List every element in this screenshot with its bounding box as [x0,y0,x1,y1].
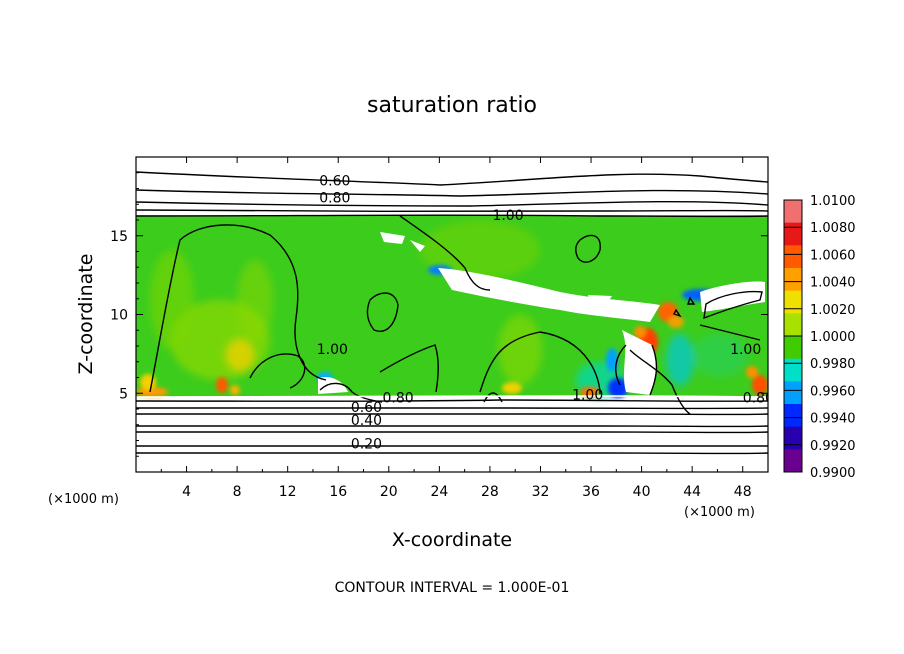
contour-interval-note: CONTOUR INTERVAL = 1.000E-01 [335,580,570,596]
x-axis-unit: (×1000 m) [684,505,755,520]
x-tick-label: 20 [380,484,398,500]
colorbar-swatch [784,336,802,360]
dry-intrusion [438,268,660,322]
colorbar-swatch [784,404,802,428]
contour-label: 0.20 [351,436,382,452]
colorbar-swatch [784,358,802,382]
contour-label: 1.00 [492,208,523,224]
x-tick-label: 16 [329,484,347,500]
colorbar-label: 1.0040 [810,276,856,291]
contour-label: 0.80 [743,391,774,407]
colorbar-swatch [784,313,802,337]
contour-label: 0.60 [319,173,350,189]
contour-lines [136,171,768,455]
x-tick-label: 44 [683,484,701,500]
colorbar-swatch [784,222,802,246]
contour-label: 0.60 [351,400,382,416]
colorbar-swatch [784,449,802,473]
x-tick-label: 4 [182,484,191,500]
contour-label: 1.00 [317,342,348,358]
x-tick-label: 12 [279,484,297,500]
colorbar-label: 1.0100 [810,194,856,209]
x-origin-unit: (×1000 m) [48,492,119,507]
y-tick-label: 15 [110,229,128,245]
contour-label: 0.40 [351,413,382,429]
colorbar-swatch [784,268,802,292]
contour-label: 0.80 [382,391,413,407]
contour-label: 1.00 [572,388,603,404]
colorbar-swatch [784,245,802,269]
colorbar-label: 1.0080 [810,221,856,236]
colorbar-swatch [784,290,802,314]
x-axis-label: X-coordinate [392,529,512,551]
colorbar-swatch [784,426,802,450]
field-blobs [150,220,748,398]
x-tick-label: 40 [633,484,651,500]
y-tick-label: 5 [119,386,128,402]
contour-label: 1.00 [730,342,761,358]
colorbar-label: 1.0060 [810,248,856,263]
y-tick-label: 10 [110,308,128,324]
colorbar-label: 0.9920 [810,439,856,454]
contour-labels: 0.600.801.001.00 1.000.80 1.00 0.800.600.40… [317,173,774,452]
y-axis-label: Z-coordinate [75,254,97,375]
colorbar-label: 1.0000 [810,330,856,345]
contour-label: 0.80 [319,191,350,207]
x-tick-label: 48 [734,484,752,500]
x-tick-label: 8 [233,484,242,500]
colorbar-label: 0.9900 [810,466,856,481]
field-bright [136,265,768,398]
x-tick-label: 32 [532,484,550,500]
chart-title: saturation ratio [367,93,537,118]
colorbar-label: 0.9940 [810,412,856,427]
colorbar: 1.0100 1.0080 1.0060 1.0040 1.0020 1.0000 0.99… [783,194,856,481]
colorbar-swatch [784,200,802,224]
colorbar-swatch [784,381,802,405]
colorbar-label: 0.9960 [810,384,856,399]
plot-area: 0.600.801.001.00 1.000.80 1.00 0.800.600.40… [136,157,774,472]
white-contours [136,395,768,421]
x-tick-label: 36 [582,484,600,500]
x-tick-label: 28 [481,484,499,500]
colorbar-label: 0.9980 [810,357,856,372]
x-tick-label: 24 [430,484,448,500]
y-axis: 5 10 15 [110,172,768,457]
x-axis: 4 8 12 16 20 24 28 32 36 40 44 48 [160,157,752,500]
colorbar-label: 1.0020 [810,303,856,318]
